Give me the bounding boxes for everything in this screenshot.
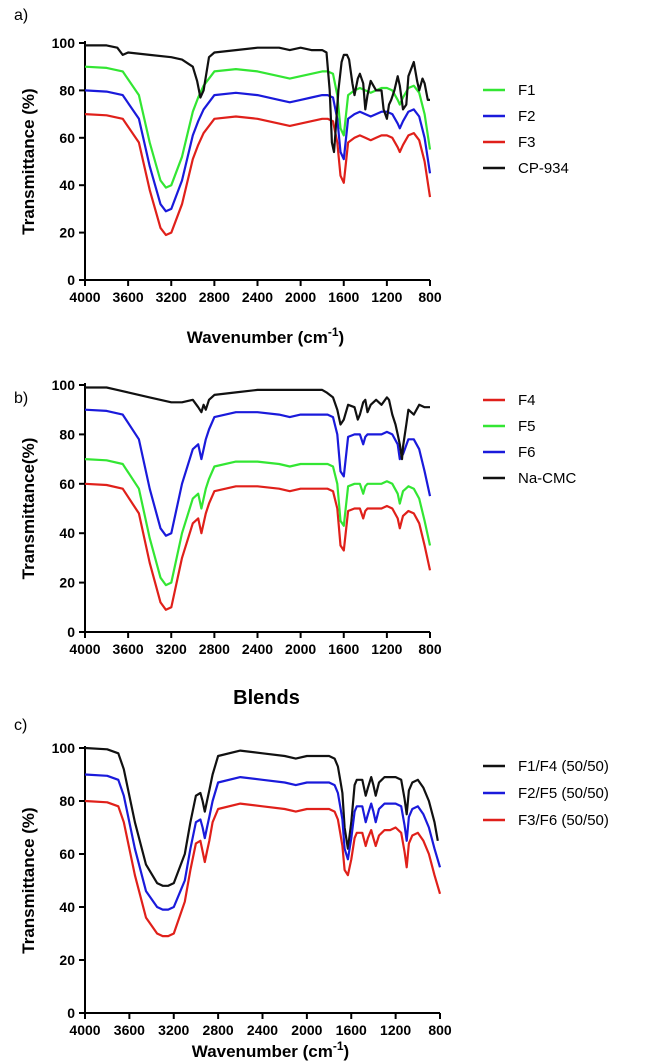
chart-panel-2: b) 0 20 40 60 80 100 4000 3600 3200 2800 2400 2000 16… — [14, 377, 576, 657]
x-tick-label: 1200 — [371, 641, 402, 657]
y-tick-label: 100 — [52, 740, 76, 756]
y-tick-label: 0 — [67, 1005, 75, 1021]
panel-label: b) — [14, 390, 28, 407]
x-tick-label: 2400 — [242, 641, 273, 657]
legend-label: F1/F4 (50/50) — [518, 758, 609, 775]
y-tick-label: 0 — [67, 272, 75, 288]
y-tick-label: 80 — [59, 82, 75, 98]
series-line-f5 — [84, 458, 432, 587]
x-tick-label: 2800 — [199, 641, 230, 657]
y-tick-label: 60 — [59, 846, 75, 862]
series-line-f4 — [84, 482, 432, 611]
x-tick-label: 2800 — [199, 289, 230, 305]
x-tick-label: 3600 — [113, 289, 144, 305]
x-tick-label: 1200 — [371, 289, 402, 305]
legend-label: F2/F5 (50/50) — [518, 785, 609, 802]
y-tick-label: 20 — [59, 575, 75, 591]
x-tick-label: 2000 — [285, 289, 316, 305]
y-tick-label: 40 — [59, 899, 75, 915]
y-tick-label: 100 — [52, 377, 76, 393]
y-axis-label: Transmittance(%) — [19, 438, 38, 580]
x-tick-label: 4000 — [69, 289, 100, 305]
y-tick-label: 40 — [59, 177, 75, 193]
x-tick-label: 2400 — [247, 1022, 278, 1038]
series-line-f1 — [84, 65, 432, 189]
x-tick-label: 4000 — [69, 641, 100, 657]
y-tick-label: 100 — [52, 35, 76, 51]
y-tick-label: 60 — [59, 476, 75, 492]
x-tick-label: 1600 — [328, 289, 359, 305]
x-tick-label: 3200 — [158, 1022, 189, 1038]
x-axis-label: Wavenumber (cm-1) — [192, 1039, 349, 1061]
chart-panel-1: a) 0 20 40 60 80 100 4000 3600 3200 2800 2400 2000 16… — [14, 7, 569, 347]
x-tick-label: 3600 — [114, 1022, 145, 1038]
x-tick-label: 3200 — [156, 289, 187, 305]
legend-label: CP-934 — [518, 160, 569, 177]
x-axis-label: Wavenumber (cm-1) — [187, 325, 344, 347]
chart-panel-3: c) Blends 0 20 40 60 80 100 4000 3600 3200 2800 2400… — [14, 687, 609, 1061]
y-tick-label: 40 — [59, 525, 75, 541]
legend-label: F3/F6 (50/50) — [518, 812, 609, 829]
legend-label: F5 — [518, 418, 536, 435]
legend-label: F3 — [518, 134, 536, 151]
series-line-f3 — [84, 113, 432, 237]
panel-label: a) — [14, 7, 28, 24]
series-line-cp-934 — [85, 44, 430, 154]
x-tick-label: 3600 — [113, 641, 144, 657]
series-line-f6 — [84, 408, 432, 537]
x-tick-label: 1200 — [380, 1022, 411, 1038]
series-line-f2-f5-50-50- — [84, 773, 442, 911]
series-line-f1-f4-50-50- — [84, 746, 439, 887]
x-tick-label: 3200 — [156, 641, 187, 657]
y-tick-label: 80 — [59, 426, 75, 442]
x-tick-label: 800 — [428, 1022, 452, 1038]
y-tick-label: 20 — [59, 952, 75, 968]
y-axis-label: Transmittance (%) — [19, 807, 38, 953]
x-tick-label: 2800 — [203, 1022, 234, 1038]
y-tick-label: 0 — [67, 624, 75, 640]
panel-label: c) — [14, 717, 27, 734]
series-line-na-cmc — [85, 386, 430, 461]
x-tick-label: 800 — [418, 641, 442, 657]
panel-heading: Blends — [233, 687, 300, 709]
y-tick-label: 20 — [59, 225, 75, 241]
legend-label: F6 — [518, 444, 536, 461]
series-line-f3-f6-50-50- — [84, 799, 442, 938]
x-tick-label: 4000 — [69, 1022, 100, 1038]
series-line-f2 — [84, 89, 432, 213]
legend-label: F4 — [518, 392, 536, 409]
y-tick-label: 80 — [59, 793, 75, 809]
x-tick-label: 2000 — [285, 641, 316, 657]
x-tick-label: 2000 — [291, 1022, 322, 1038]
legend-label: F1 — [518, 82, 536, 99]
legend-label: Na-CMC — [518, 470, 576, 487]
x-tick-label: 800 — [418, 289, 442, 305]
y-axis-label: Transmittance (%) — [19, 88, 38, 234]
x-tick-label: 1600 — [328, 641, 359, 657]
x-tick-label: 2400 — [242, 289, 273, 305]
x-tick-label: 1600 — [336, 1022, 367, 1038]
legend-label: F2 — [518, 108, 536, 125]
y-tick-label: 60 — [59, 130, 75, 146]
